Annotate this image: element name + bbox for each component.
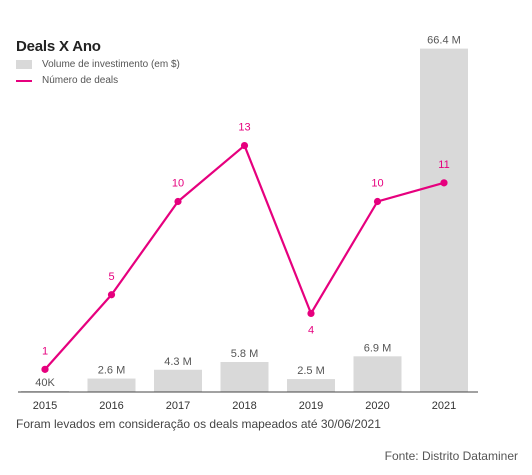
bar-2016 <box>87 378 136 392</box>
deals-point-2018 <box>240 141 249 150</box>
deals-point-2017 <box>174 197 182 206</box>
legend-item-volume: Volume de investimento (em $) <box>16 59 180 70</box>
bar-2018 <box>220 362 269 392</box>
bar-label-2021: 66.4 M <box>427 35 461 47</box>
deals-label-2016: 5 <box>108 271 114 283</box>
legend-swatch-volume <box>16 60 32 69</box>
legend-swatch-deals <box>16 79 32 82</box>
legend-label-volume: Volume de investimento (em $) <box>42 59 180 70</box>
bar-2017 <box>154 369 202 392</box>
deals-point-2019 <box>307 309 315 317</box>
bar-2020 <box>353 356 402 392</box>
bar-label-2015: 40K <box>35 377 55 389</box>
legend-label-deals: Número de deals <box>42 75 119 86</box>
x-tick-2021: 2021 <box>432 400 456 412</box>
deals-point-2015 <box>41 365 49 373</box>
deals-line <box>44 144 445 371</box>
bar-2021 <box>420 48 468 393</box>
deals-label-2018: 13 <box>238 122 250 134</box>
deals-point-2021 <box>440 179 448 187</box>
x-tick-2018: 2018 <box>232 400 256 412</box>
legend-item-deals: Número de deals <box>16 75 118 86</box>
bar-label-2019: 2.5 M <box>297 365 325 377</box>
deals-point-2016 <box>107 291 116 299</box>
x-tick-2019: 2019 <box>299 400 323 412</box>
deals-label-2020: 10 <box>371 178 383 190</box>
bar-label-2017: 4.3 M <box>164 356 192 368</box>
deals-label-2019: 4 <box>308 324 314 336</box>
chart-note: Foram levados em consideração os deals m… <box>16 417 381 431</box>
x-tick-2015: 2015 <box>33 400 57 412</box>
deals-label-2015: 1 <box>42 345 48 357</box>
chart-title: Deals X Ano <box>16 38 101 55</box>
deals-point-2020 <box>373 197 382 206</box>
deals-label-2017: 10 <box>172 178 184 190</box>
x-tick-2020: 2020 <box>365 400 389 412</box>
bar-2019 <box>287 379 335 392</box>
bar-label-2018: 5.8 M <box>231 348 259 360</box>
x-tick-2017: 2017 <box>166 400 190 412</box>
deals-label-2021: 11 <box>438 159 449 171</box>
x-tick-2016: 2016 <box>99 400 123 412</box>
bar-label-2016: 2.6 M <box>98 365 126 377</box>
chart-source: Fonte: Distrito Dataminer <box>384 449 518 463</box>
bar-label-2020: 6.9 M <box>364 342 392 354</box>
